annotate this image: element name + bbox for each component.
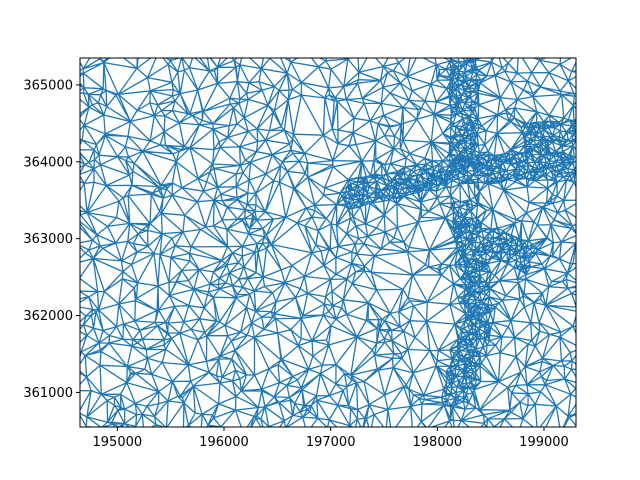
y-axis: 361000 362000 363000 364000 365000	[23, 78, 80, 401]
y-tick-label: 364000	[23, 155, 73, 170]
mesh-edges	[80, 58, 576, 427]
x-tick-label: 199000	[519, 435, 569, 450]
triangulation-mesh	[80, 58, 576, 427]
plot-frame	[79, 57, 577, 428]
x-tick-label: 198000	[413, 435, 463, 450]
y-tick-label: 361000	[23, 386, 73, 401]
x-tick-label: 197000	[306, 435, 356, 450]
x-tick-label: 195000	[93, 435, 143, 450]
x-axis: 195000 196000 197000 198000 199000	[93, 427, 569, 450]
y-tick-label: 362000	[23, 309, 73, 324]
x-tick-label: 196000	[199, 435, 249, 450]
y-tick-label: 363000	[23, 232, 73, 247]
y-tick-label: 365000	[23, 78, 73, 93]
